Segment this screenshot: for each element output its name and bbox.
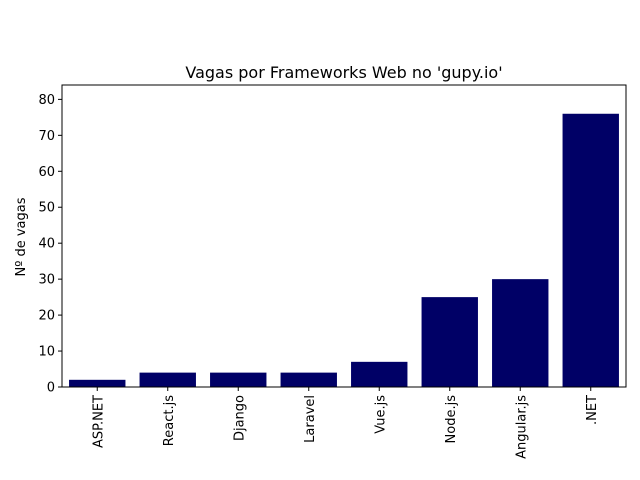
bar-net (562, 113, 619, 387)
y-tick-label: 20 (38, 309, 55, 324)
bar-laravel (280, 372, 337, 387)
x-tick-label: Node.js (444, 395, 459, 444)
bar-django (210, 372, 267, 387)
y-tick-label: 40 (38, 237, 55, 252)
y-tick-label: 10 (38, 345, 55, 360)
y-ticks-group: 0 10 20 30 40 50 60 70 80 (38, 93, 62, 396)
bar-react-js (139, 372, 196, 387)
y-tick-label: 30 (38, 273, 55, 288)
bar-angular-js (492, 279, 549, 387)
x-tick-label: Django (232, 395, 247, 441)
bars-group (69, 113, 619, 387)
y-tick-label: 70 (38, 129, 55, 144)
bar-vue-js (351, 361, 408, 387)
x-tick-label: React.js (162, 395, 177, 446)
x-tick-label: ASP.NET (91, 395, 106, 448)
x-tick-label: Angular.js (514, 395, 529, 459)
y-tick-label: 50 (38, 201, 55, 216)
plot-frame (61, 84, 627, 388)
y-axis-label: Nº de vagas (14, 197, 29, 276)
bar-asp-net (69, 379, 126, 387)
y-tick-label: 80 (38, 93, 55, 108)
chart-title: Vagas por Frameworks Web no 'gupy.io' (185, 63, 502, 82)
y-tick-label: 0 (47, 381, 55, 396)
y-tick-label: 60 (38, 165, 55, 180)
x-tick-label: Vue.js (373, 395, 388, 434)
bar-node-js (421, 297, 478, 387)
x-tick-label: .NET (585, 395, 600, 425)
x-ticks-group: ASP.NET React.js Django Laravel Vue.js Node.j… (91, 387, 600, 459)
x-tick-label: Laravel (303, 395, 318, 443)
